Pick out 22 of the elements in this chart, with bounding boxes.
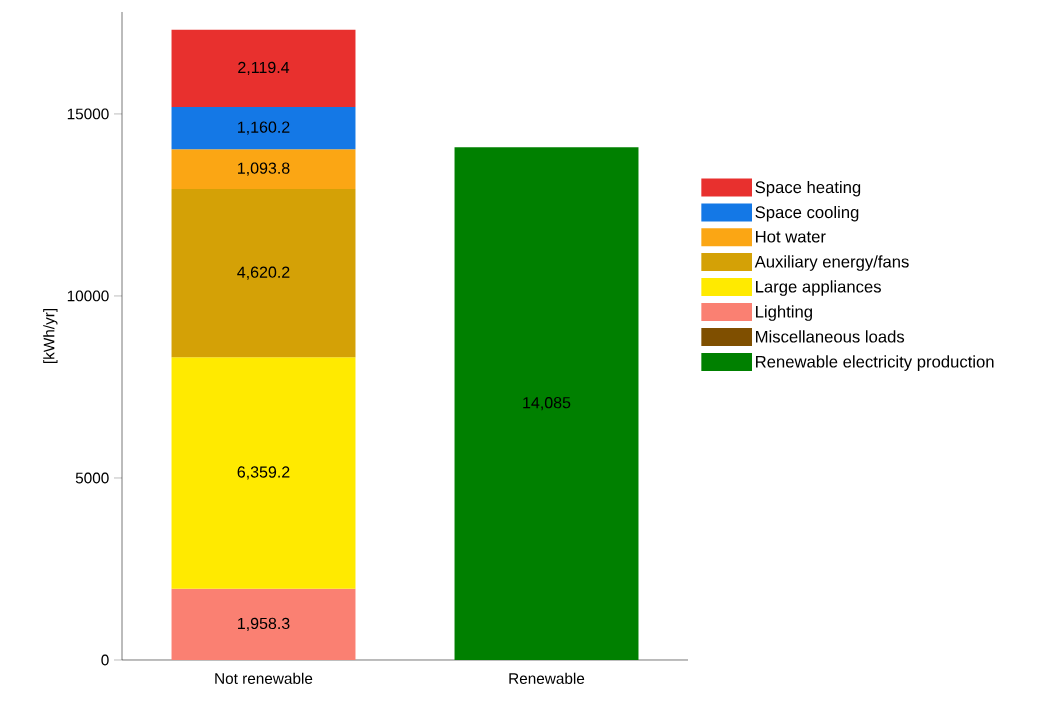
y-tick-label: 5000 xyxy=(75,472,109,484)
x-tick-label: Not renewable xyxy=(215,672,313,684)
legend-label: Space heating xyxy=(755,180,861,197)
data-label: 14,085 xyxy=(523,397,571,411)
legend-label: Lighting xyxy=(756,305,812,321)
legend-label: Large appliances xyxy=(756,280,881,296)
data-label: 2,119.4 xyxy=(238,61,290,75)
y-tick-label: 10000 xyxy=(67,290,109,302)
y-tick-label: 15000 xyxy=(67,108,109,120)
data-label: 4,620.2 xyxy=(237,266,290,280)
legend-label: Miscellaneous loads xyxy=(756,330,905,343)
legend-label: Hot water xyxy=(756,230,826,243)
data-label: 6,359.2 xyxy=(237,466,290,480)
legend-label: Renewable electricity production xyxy=(756,355,994,371)
data-label: 1,160.2 xyxy=(238,121,290,135)
y-tick-label: 0 xyxy=(101,654,109,666)
data-label: 1,958.3 xyxy=(238,617,290,631)
legend-label: Auxiliary energy/fans xyxy=(754,255,909,271)
data-label: 1,093.8 xyxy=(238,162,290,176)
legend-label: Space cooling xyxy=(755,205,859,222)
y-axis-title: [kWh/yr] xyxy=(43,308,58,364)
x-tick-label: Renewable xyxy=(509,672,585,684)
